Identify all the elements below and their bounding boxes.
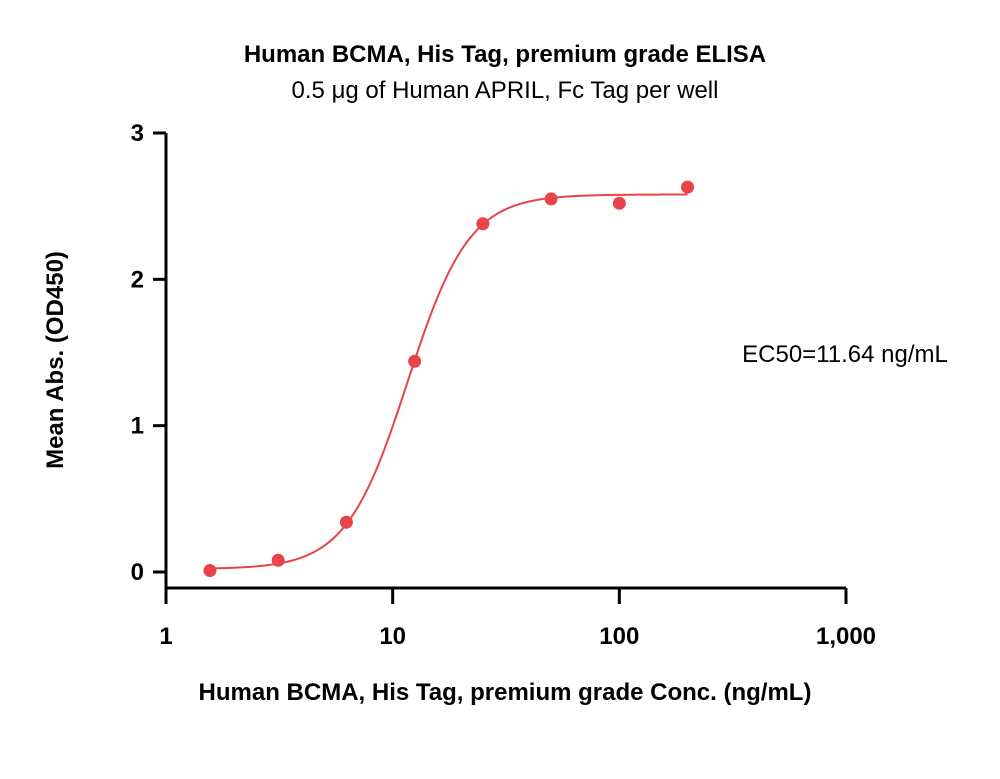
- data-point: [681, 180, 695, 194]
- data-point: [271, 553, 285, 567]
- chart-subtitle: 0.5 μg of Human APRIL, Fc Tag per well: [292, 77, 719, 104]
- chart-title: Human BCMA, His Tag, premium grade ELISA: [244, 41, 766, 68]
- x-tick-label: 1,000: [816, 623, 876, 650]
- data-point: [408, 354, 422, 368]
- fit-curve: [209, 193, 688, 570]
- y-tick-label: 3: [131, 120, 144, 147]
- data-points: [203, 180, 695, 578]
- data-point: [339, 515, 353, 529]
- y-axis-label: Mean Abs. (OD450): [42, 251, 69, 469]
- data-point: [612, 196, 626, 210]
- ec50-annotation: EC50=11.64 ng/mL: [742, 341, 948, 368]
- data-point: [544, 192, 558, 206]
- x-tick-label: 10: [379, 623, 406, 650]
- x-tick-label: 1: [159, 623, 172, 650]
- data-point: [476, 217, 490, 231]
- axes: 0 1 2 3 1 10 100 1,000: [131, 120, 876, 650]
- x-axis-label: Human BCMA, His Tag, premium grade Conc.…: [199, 679, 812, 706]
- y-tick-label: 0: [131, 559, 144, 586]
- y-tick-label: 1: [131, 413, 144, 440]
- fit-curve-group: [209, 193, 688, 570]
- x-tick-label: 100: [599, 623, 639, 650]
- y-tick-label: 2: [131, 266, 144, 293]
- data-point: [203, 564, 217, 578]
